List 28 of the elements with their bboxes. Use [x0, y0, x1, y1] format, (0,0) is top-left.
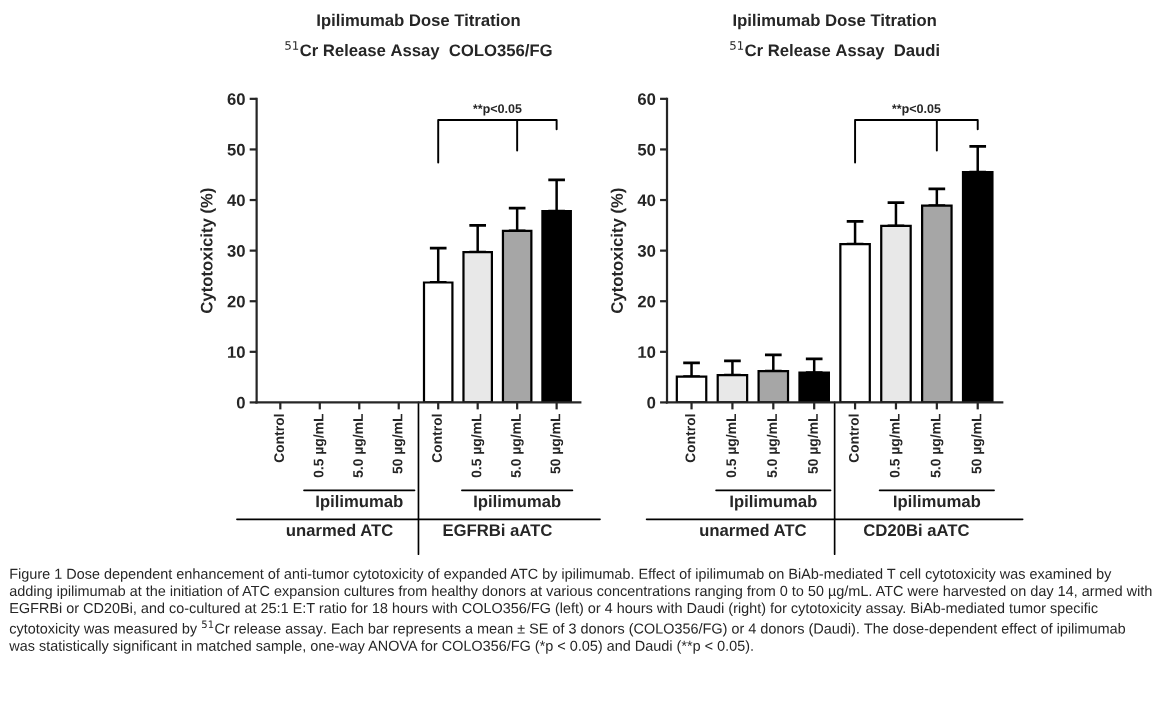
text: Ipilimumab — [730, 495, 817, 511]
text: Ipilimumab — [893, 495, 981, 511]
text: Ipilimumab — [316, 495, 403, 511]
text: Ipilimumab — [474, 495, 561, 511]
y-tick-label: 10 — [228, 346, 245, 359]
y-axis-title: Cytotoxicity (%) — [200, 188, 216, 313]
y-tick-label: 0 — [647, 396, 656, 409]
text: unarmed ATC — [700, 523, 807, 537]
y-tick-label: 30 — [637, 245, 656, 257]
y-tick-label: 60 — [637, 93, 656, 106]
y-tick-label: 10 — [638, 346, 656, 359]
chart-subtitle: $^{51}$Cr Release Assay Daudi — [730, 41, 939, 60]
y-tick-label: 0 — [236, 396, 245, 409]
y-tick-label: 50 — [227, 143, 245, 156]
y-tick-label: 60 — [227, 93, 245, 106]
y-tick-label: 50 — [637, 143, 656, 156]
y-axis-title: Cytotoxicity (%) — [610, 188, 627, 313]
text: EGFRBi aATC — [443, 523, 552, 537]
y-tick-label: 20 — [637, 295, 656, 308]
text: CD20Bi aATC — [863, 523, 970, 537]
y-tick-label: 20 — [227, 295, 245, 308]
y-tick-label: 30 — [227, 245, 245, 257]
chart-title: Ipilimumab Dose Titration — [733, 13, 936, 30]
text: unarmed ATC — [286, 523, 393, 537]
chart-subtitle: $^{51}$Cr Release Assay COLO356/FG — [285, 41, 552, 60]
y-tick-label: 40 — [227, 194, 245, 207]
chart-title: Ipilimumab Dose Titration — [317, 13, 520, 30]
y-tick-label: 40 — [637, 194, 656, 207]
